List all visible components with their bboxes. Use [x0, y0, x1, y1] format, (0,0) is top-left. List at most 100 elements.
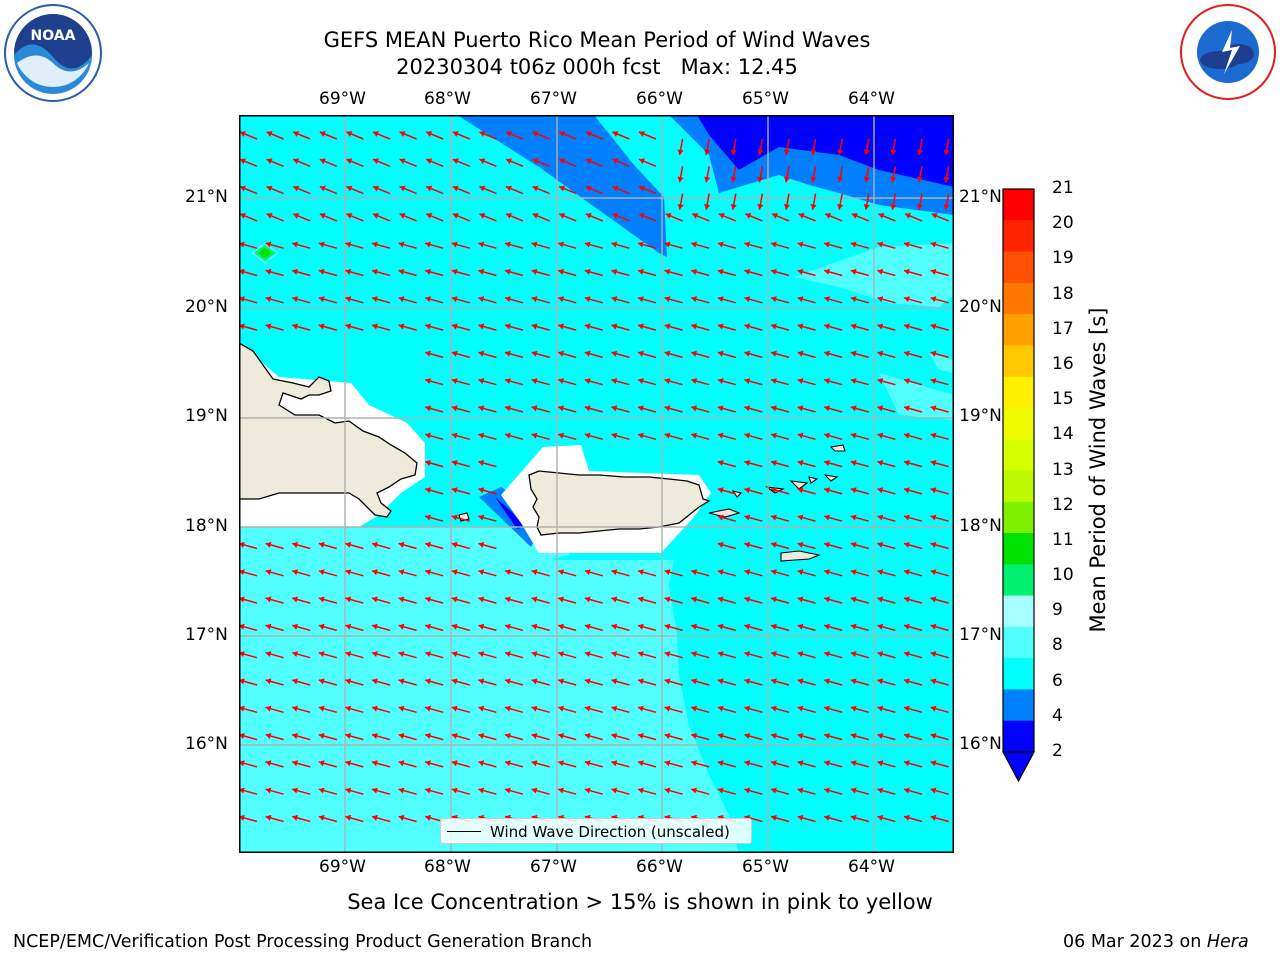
wind-wave-arrowhead	[478, 296, 485, 303]
wind-wave-arrowhead	[904, 705, 910, 712]
wind-wave-arrowhead	[478, 268, 485, 275]
colorbar-segment	[1003, 407, 1034, 440]
wind-wave-arrowhead	[797, 514, 804, 521]
colorbar-tick-label: 13	[1052, 459, 1074, 480]
wind-wave-arrowhead	[266, 185, 273, 192]
wind-wave-arrowhead	[850, 760, 857, 767]
wind-wave-arrowhead	[558, 760, 564, 767]
wind-wave-arrowhead	[717, 378, 724, 385]
wind-wave-arrowhead	[638, 378, 644, 385]
wind-wave-arrowhead	[611, 623, 618, 630]
colorbar	[1001, 188, 1036, 783]
colorbar-tick-label: 8	[1052, 635, 1063, 656]
wind-wave-arrowhead	[783, 203, 790, 210]
wind-wave-arrowhead	[531, 760, 538, 767]
wind-wave-arrowhead	[478, 678, 485, 685]
wind-wave-arrowhead	[771, 241, 777, 248]
wind-wave-arrowhead	[638, 296, 644, 303]
wind-wave-arrowhead	[757, 149, 764, 155]
wind-wave-arrowhead	[373, 212, 379, 219]
wind-wave-arrowhead	[425, 378, 431, 385]
wind-wave-arrowhead	[346, 212, 353, 219]
wind-wave-arrowhead	[638, 268, 644, 275]
wind-wave-arrowhead	[531, 296, 538, 303]
wind-wave-arrowhead	[664, 732, 671, 739]
wind-wave-arrowhead	[665, 212, 672, 219]
colorbar-segment	[1003, 251, 1034, 284]
wind-wave-arrowhead	[451, 487, 458, 494]
legend-line-symbol	[447, 831, 481, 832]
wind-wave-arrowhead	[877, 651, 884, 658]
wind-wave-arrowhead	[345, 268, 352, 275]
lat-label-left: 18°N	[185, 516, 228, 536]
wind-wave-arrowhead	[717, 569, 724, 576]
wind-wave-arrowhead	[638, 432, 644, 439]
wind-wave-arrowhead	[797, 596, 804, 603]
wind-wave-arrowhead	[505, 596, 511, 603]
wind-wave-arrowhead	[612, 158, 619, 165]
wind-wave-arrowhead	[664, 296, 671, 303]
wind-wave-arrowhead	[783, 176, 790, 183]
wind-wave-period-map	[239, 115, 954, 853]
lat-label-right: 16°N	[959, 734, 1002, 754]
wind-wave-arrowhead	[265, 241, 272, 248]
wind-wave-arrowhead	[345, 732, 352, 739]
wind-wave-arrowhead	[744, 378, 751, 385]
wind-wave-arrowhead	[505, 678, 511, 685]
wind-wave-arrowhead	[398, 323, 405, 330]
wind-wave-arrowhead	[425, 787, 431, 794]
wind-wave-arrowhead	[878, 212, 885, 219]
wind-wave-arrowhead	[691, 623, 697, 630]
wind-wave-arrowhead	[850, 705, 857, 712]
colorbar-tick-label: 11	[1052, 529, 1074, 550]
wind-wave-arrowhead	[691, 760, 697, 767]
wind-wave-arrowhead	[505, 405, 511, 412]
wind-wave-arrowhead	[505, 268, 511, 275]
wind-wave-arrowhead	[505, 432, 511, 439]
wind-wave-arrowhead	[639, 185, 645, 192]
wind-wave-arrowhead	[584, 405, 591, 412]
wind-wave-arrowhead	[904, 350, 910, 357]
lat-label-left: 17°N	[185, 625, 228, 645]
colorbar-tick-label: 6	[1052, 670, 1063, 691]
wind-wave-arrowhead	[664, 350, 671, 357]
wind-wave-arrowhead	[425, 268, 431, 275]
wind-wave-arrowhead	[478, 378, 485, 385]
lon-label-top: 68°W	[424, 89, 471, 109]
colorbar-tick-label: 17	[1052, 318, 1074, 339]
colorbar-tick-label: 9	[1052, 600, 1063, 621]
wind-wave-arrowhead	[797, 405, 804, 412]
wind-wave-arrowhead	[346, 131, 353, 137]
lon-label-bottom: 66°W	[636, 857, 683, 877]
wind-wave-arrowhead	[691, 296, 697, 303]
wind-wave-arrowhead	[584, 432, 591, 439]
wind-wave-arrowhead	[558, 623, 564, 630]
wind-wave-arrowhead	[531, 405, 538, 412]
colorbar-tick-label: 21	[1052, 178, 1074, 198]
wind-wave-arrowhead	[584, 787, 591, 794]
wind-wave-arrowhead	[930, 787, 937, 794]
wind-wave-arrowhead	[265, 296, 272, 303]
colorbar-segment	[1003, 720, 1034, 753]
wind-wave-arrowhead	[584, 678, 591, 685]
wind-wave-arrowhead	[451, 459, 458, 466]
wind-wave-arrowhead	[797, 651, 804, 658]
wind-wave-arrowhead	[837, 203, 844, 210]
gridlines	[239, 115, 954, 853]
wind-wave-arrowhead	[877, 705, 884, 712]
wind-wave-arrowhead	[531, 623, 538, 630]
wind-wave-arrowhead	[717, 432, 724, 439]
wind-wave-arrowhead	[531, 378, 538, 385]
wind-wave-arrowhead	[531, 596, 538, 603]
wind-wave-arrowhead	[744, 623, 751, 630]
wind-wave-arrowhead	[398, 814, 405, 821]
wind-wave-arrowhead	[292, 814, 298, 821]
wind-wave-arrowhead	[451, 241, 458, 248]
lat-label-left: 16°N	[185, 734, 228, 754]
colorbar-tick-label: 19	[1052, 248, 1074, 269]
colorbar-segment	[1003, 220, 1034, 253]
wind-wave-arrowhead	[505, 378, 511, 385]
wind-wave-arrowhead	[877, 814, 884, 821]
wind-wave-arrowhead	[850, 350, 857, 357]
wind-wave-arrowhead	[611, 760, 618, 767]
